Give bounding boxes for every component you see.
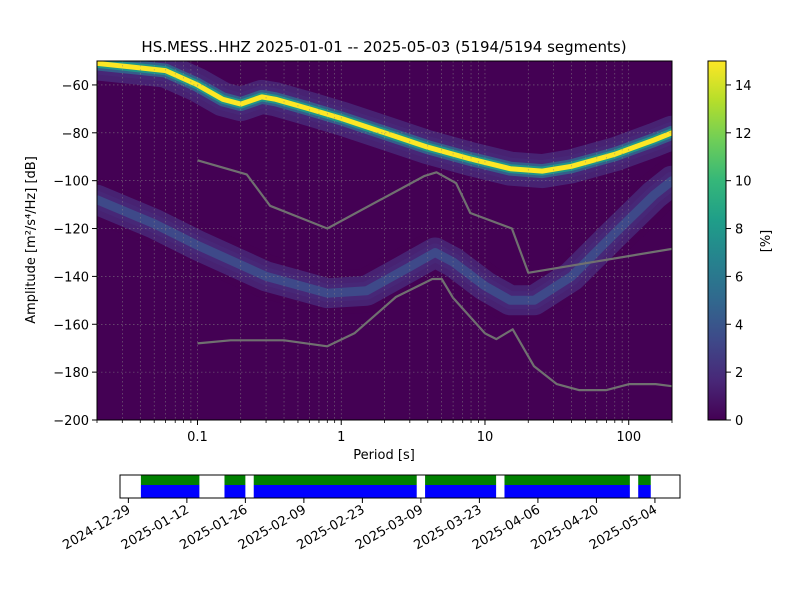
colorbar-tick-label: 2 [735, 366, 743, 381]
y-tick-label: −100 [53, 175, 89, 190]
y-axis-ticks: −200 −180 −160 −140 −120 −100 −80 −60 [53, 79, 97, 429]
timeline-processed-segment [224, 475, 246, 485]
x-axis-label: Period [s] [353, 448, 415, 463]
colorbar-tick-label: 4 [735, 318, 743, 333]
timeline-available-segment [140, 485, 200, 498]
chart-title: HS.MESS..HHZ 2025-01-01 -- 2025-05-03 (5… [141, 38, 626, 56]
timeline-available-segment [638, 485, 651, 498]
colorbar: 0 2 4 6 8 10 12 14 [%] [707, 60, 774, 429]
noise-model-nlnm [197, 277, 672, 392]
x-tick-label: 10 [477, 430, 494, 445]
y-tick-label: −80 [62, 127, 89, 142]
timeline-available-segment [253, 485, 417, 498]
y-tick-label: −160 [53, 318, 89, 333]
noise-model-curves [197, 159, 672, 392]
noise-model-nhnm [197, 159, 672, 274]
colorbar-tick-label: 0 [735, 414, 743, 429]
density-bands [97, 61, 672, 323]
colorbar-tick-label: 8 [735, 223, 743, 238]
timeline-segments [140, 475, 651, 498]
y-tick-label: −200 [53, 414, 89, 429]
timeline-processed-segment [253, 475, 417, 485]
timeline-frame [119, 474, 681, 499]
x-tick-label: 0.1 [187, 430, 208, 445]
y-axis-label: Amplitude [m²/s⁴/Hz] [dB] [24, 156, 39, 324]
colorbar-tick-label: 12 [735, 127, 752, 142]
timeline-available-segment [504, 485, 630, 498]
colorbar-tick-label: 10 [735, 175, 752, 190]
timeline-processed-segment [638, 475, 651, 485]
x-tick-label: 100 [616, 430, 641, 445]
ppsd-plot: 0.1 1 10 100 −200 −180 −160 −140 −120 −100 −80 −60 [53, 60, 673, 445]
timeline-available-segment [224, 485, 246, 498]
x-tick-label: 1 [337, 430, 345, 445]
y-tick-label: −120 [53, 223, 89, 238]
y-tick-label: −180 [53, 366, 89, 381]
colorbar-gradient [707, 60, 727, 421]
data-availability-timeline: 2024-12-292025-01-122025-01-262025-02-09… [60, 474, 681, 553]
timeline-processed-segment [504, 475, 630, 485]
timeline-processed-segment [140, 475, 200, 485]
x-axis-ticks: 0.1 1 10 100 [96, 420, 673, 445]
density-band-low-noise-mode-layer [97, 176, 672, 305]
timeline-ticks: 2024-12-292025-01-122025-01-262025-02-09… [60, 498, 660, 553]
colorbar-ticks: 0 2 4 6 8 10 12 14 [726, 79, 752, 429]
colorbar-label: [%] [759, 230, 774, 253]
colorbar-tick-label: 14 [735, 79, 752, 94]
timeline-processed-segment [425, 475, 497, 485]
timeline-available-segment [425, 485, 497, 498]
y-tick-label: −60 [62, 79, 89, 94]
colorbar-tick-label: 6 [735, 270, 743, 285]
y-tick-label: −140 [53, 270, 89, 285]
density-band-microseism-mode-layer [97, 61, 672, 174]
